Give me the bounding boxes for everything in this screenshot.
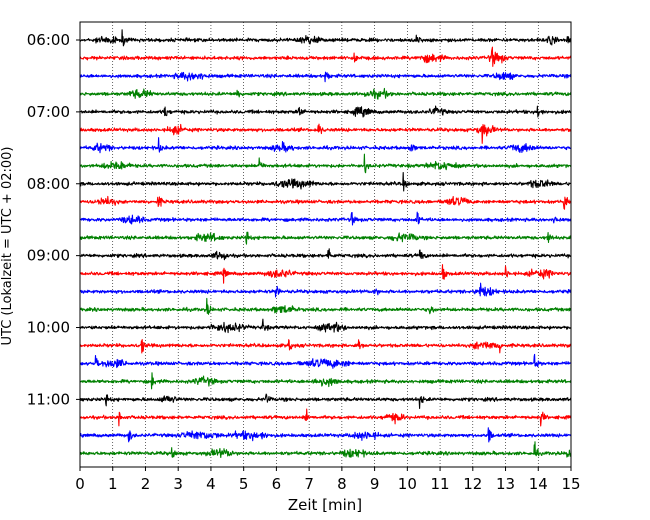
- trace-0615: [79, 46, 572, 67]
- x-tick-label: 12: [463, 475, 482, 493]
- x-axis-label: Zeit [min]: [288, 496, 362, 514]
- y-tick-label: 08:00: [27, 175, 70, 193]
- trace-0830: [79, 211, 572, 226]
- trace-0730: [79, 137, 572, 154]
- trace-0800: [79, 171, 572, 192]
- x-tick-label: 7: [304, 475, 314, 493]
- trace-1015: [79, 339, 572, 354]
- plot-frame: [79, 21, 572, 468]
- x-axis-ticks: 0 1 2 3 4 5 6 7 8 9 10 11 12 13 14 15: [75, 467, 581, 493]
- trace-0645: [79, 87, 572, 100]
- trace-0600: [79, 29, 572, 47]
- x-tick-label: 8: [337, 475, 347, 493]
- trace-0845: [79, 231, 572, 245]
- trace-0745: [79, 153, 572, 174]
- y-tick-label: 11:00: [27, 390, 70, 408]
- y-axis-ticks: 06:00 07:00 08:00 09:00 10:00 11:00: [27, 31, 80, 408]
- trace-1115: [79, 408, 572, 427]
- trace-0900: [79, 248, 572, 261]
- trace-0915: [79, 264, 572, 284]
- x-tick-label: 3: [173, 475, 183, 493]
- x-tick-label: 4: [206, 475, 216, 493]
- x-tick-label: 13: [496, 475, 515, 493]
- y-tick-label: 07:00: [27, 103, 70, 121]
- trace-0930: [79, 282, 572, 298]
- minute-grid: [112, 22, 539, 467]
- y-tick-label: 09:00: [27, 247, 70, 265]
- trace-0715: [79, 123, 572, 144]
- x-tick-label: 5: [239, 475, 249, 493]
- trace-0815: [79, 195, 572, 210]
- x-tick-label: 9: [370, 475, 380, 493]
- trace-1000: [79, 318, 572, 334]
- y-axis-label: UTC (Lokalzeit = UTC + 02:00): [0, 147, 15, 346]
- x-tick-label: 6: [272, 475, 282, 493]
- trace-1030: [79, 353, 572, 369]
- y-tick-label: 06:00: [27, 31, 70, 49]
- x-tick-label: 1: [108, 475, 118, 493]
- seismogram-traces: [79, 29, 572, 459]
- trace-0945: [79, 297, 572, 315]
- trace-0630: [79, 71, 572, 83]
- x-tick-label: 15: [561, 475, 580, 493]
- trace-1045: [79, 372, 572, 390]
- x-tick-label: 14: [529, 475, 548, 493]
- x-tick-label: 0: [75, 475, 85, 493]
- x-tick-label: 10: [398, 475, 417, 493]
- x-tick-label: 2: [141, 475, 151, 493]
- trace-1100: [79, 393, 572, 410]
- trace-0700: [79, 105, 572, 118]
- trace-1130: [79, 427, 572, 443]
- x-tick-label: 11: [431, 475, 450, 493]
- y-tick-label: 10:00: [27, 319, 70, 337]
- trace-1145: [79, 441, 572, 459]
